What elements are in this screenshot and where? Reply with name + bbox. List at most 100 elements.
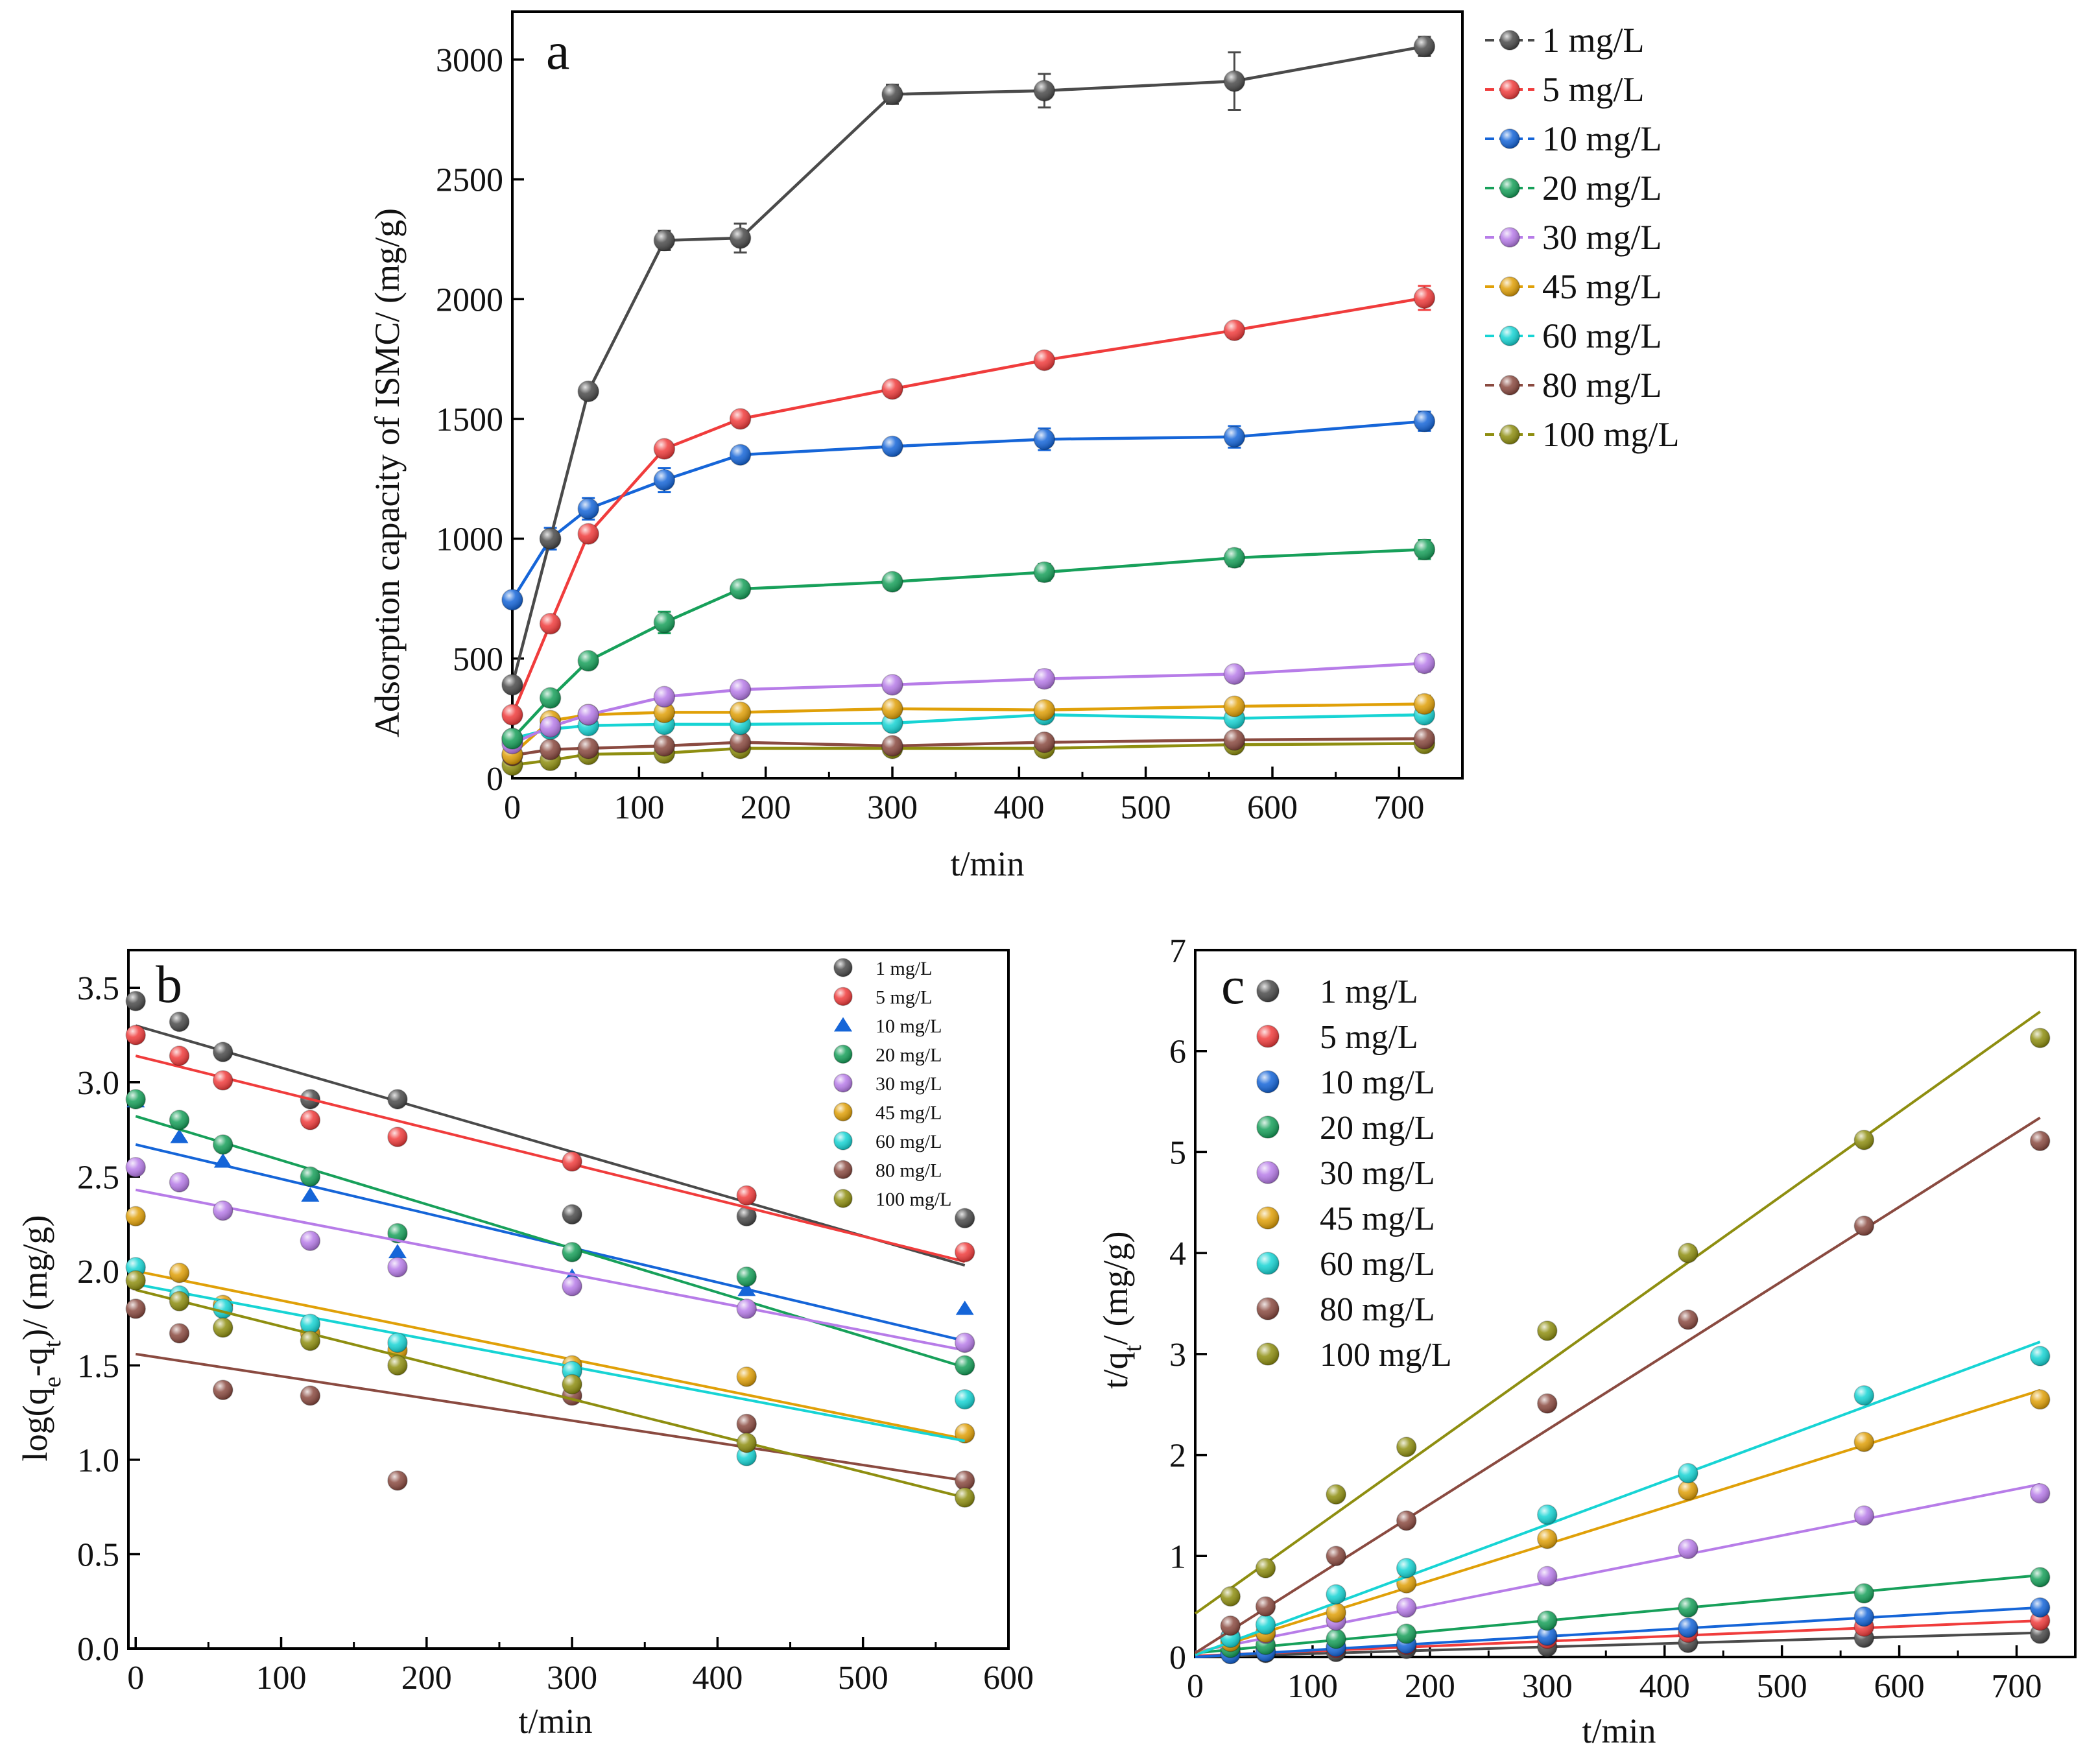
data-point (2029, 1483, 2051, 1504)
data-point (501, 704, 523, 726)
y-axis-label: log(qe-qt)/ (mg/g) (16, 1215, 66, 1462)
y-tick-label: 1500 (436, 401, 503, 438)
marker-shine (730, 679, 751, 700)
data-point (388, 1244, 407, 1259)
y-tick-label: 2.5 (77, 1159, 119, 1196)
fit-line (1194, 1010, 2041, 1615)
data-point (729, 678, 752, 701)
data-point (301, 1187, 320, 1202)
legend-marker (1499, 128, 1520, 149)
data-point (1223, 663, 1246, 685)
data-point (881, 435, 903, 458)
data-point (881, 83, 903, 106)
data-point (1326, 1628, 1346, 1649)
marker-shine (737, 1414, 757, 1434)
x-tick-label: 700 (1374, 789, 1424, 826)
legend-item: 10 mg/L (1256, 1064, 1435, 1101)
marker-shine (300, 1314, 320, 1334)
marker-shine (540, 716, 561, 737)
plot-frame (127, 949, 1010, 1650)
data-point (1223, 547, 1246, 569)
data-point (954, 1423, 975, 1444)
chart-panel-b: 0 100 200 300 400 500 600 0.0 0.5 1.0 1.5 2.0 2.5 3.0… (16, 949, 1034, 1741)
legend-item: 80 mg/L (1485, 366, 1662, 405)
series-60-mg-l (501, 704, 1436, 750)
y-label-part: log(q (16, 1387, 54, 1461)
data-point (387, 1332, 408, 1353)
data-point (125, 1089, 146, 1110)
data-point (1220, 1615, 1241, 1636)
y-tick-label: 3000 (436, 42, 503, 79)
legend-item: 30 mg/L (1256, 1155, 1435, 1192)
legend-item: 20 mg/L (1256, 1110, 1435, 1147)
legend-marker (1499, 326, 1520, 346)
legend-item: 80 mg/L (1256, 1291, 1435, 1328)
legend-label: 5 mg/L (876, 987, 933, 1008)
legend-item: 45 mg/L (1485, 267, 1662, 306)
marker-shine (1034, 699, 1055, 721)
data-point (1678, 1309, 1698, 1330)
marker-shine (737, 1366, 757, 1387)
marker-shine (955, 1470, 975, 1490)
marker-shine (169, 1291, 189, 1311)
data-point (955, 1300, 974, 1315)
x-tick-label: 500 (1121, 789, 1171, 826)
data-point (577, 650, 599, 672)
marker-shine (213, 1318, 233, 1338)
marker-shine (578, 737, 599, 759)
data-point (1537, 1320, 1558, 1341)
y-label-part: / (mg/g) (1096, 1231, 1135, 1344)
data-point (1853, 1606, 1875, 1627)
marker-shine (578, 704, 599, 726)
marker-shine (882, 571, 903, 593)
marker-shine (1537, 1394, 1557, 1414)
data-point (1537, 1610, 1558, 1631)
data-point (300, 1313, 321, 1335)
plot-frame (511, 10, 1464, 780)
marker-shine (1414, 652, 1435, 674)
marker-shine (1678, 1243, 1698, 1263)
marker-shine (387, 1089, 407, 1109)
marker-shine (834, 1189, 852, 1208)
data-point (653, 735, 676, 757)
marker-shine (955, 1242, 975, 1262)
y-tick-label: 1.0 (77, 1442, 119, 1479)
marker-shine (1221, 1615, 1241, 1636)
y-tick-label: 0.0 (77, 1631, 119, 1668)
marker-shine (1854, 1385, 1874, 1405)
legend-marker (1499, 79, 1520, 100)
marker-shine (578, 498, 599, 519)
x-axis-label: t/min (518, 1702, 592, 1741)
legend-item: 30 mg/L (1485, 218, 1662, 257)
marker-shine (502, 704, 523, 726)
legend-marker (1256, 979, 1280, 1003)
marker-shine (126, 1025, 146, 1045)
fit-line (135, 1055, 966, 1263)
marker-shine (213, 1070, 233, 1090)
series-line (512, 662, 1425, 745)
legend-label: 1 mg/L (1542, 21, 1645, 60)
marker-shine (169, 1263, 189, 1283)
data-point (2029, 1597, 2051, 1618)
marker-shine (654, 702, 675, 723)
marker-shine (169, 1323, 189, 1343)
y-tick-label: 0 (486, 761, 503, 798)
legend-marker (833, 1073, 853, 1093)
legend-label: 45 mg/L (876, 1102, 942, 1124)
marker-shine (126, 1206, 146, 1226)
x-axis-label: t/min (950, 844, 1024, 883)
legend-label: 80 mg/L (876, 1160, 942, 1182)
legend-label: 5 mg/L (1320, 1019, 1418, 1056)
fit-line (135, 1352, 966, 1482)
marker-shine (1854, 1583, 1874, 1603)
y-tick-label: 2.0 (77, 1254, 119, 1291)
data-point (577, 704, 599, 726)
y-tick-label: 2 (1169, 1438, 1186, 1475)
fit-line (135, 1269, 966, 1440)
data-point (562, 1241, 582, 1263)
legend-item: 5 mg/L (1256, 1019, 1418, 1056)
legend-item: 5 mg/L (833, 987, 933, 1008)
marker-shine (834, 1160, 852, 1179)
x-tick-label: 300 (867, 789, 918, 826)
marker-shine (1326, 1584, 1346, 1604)
